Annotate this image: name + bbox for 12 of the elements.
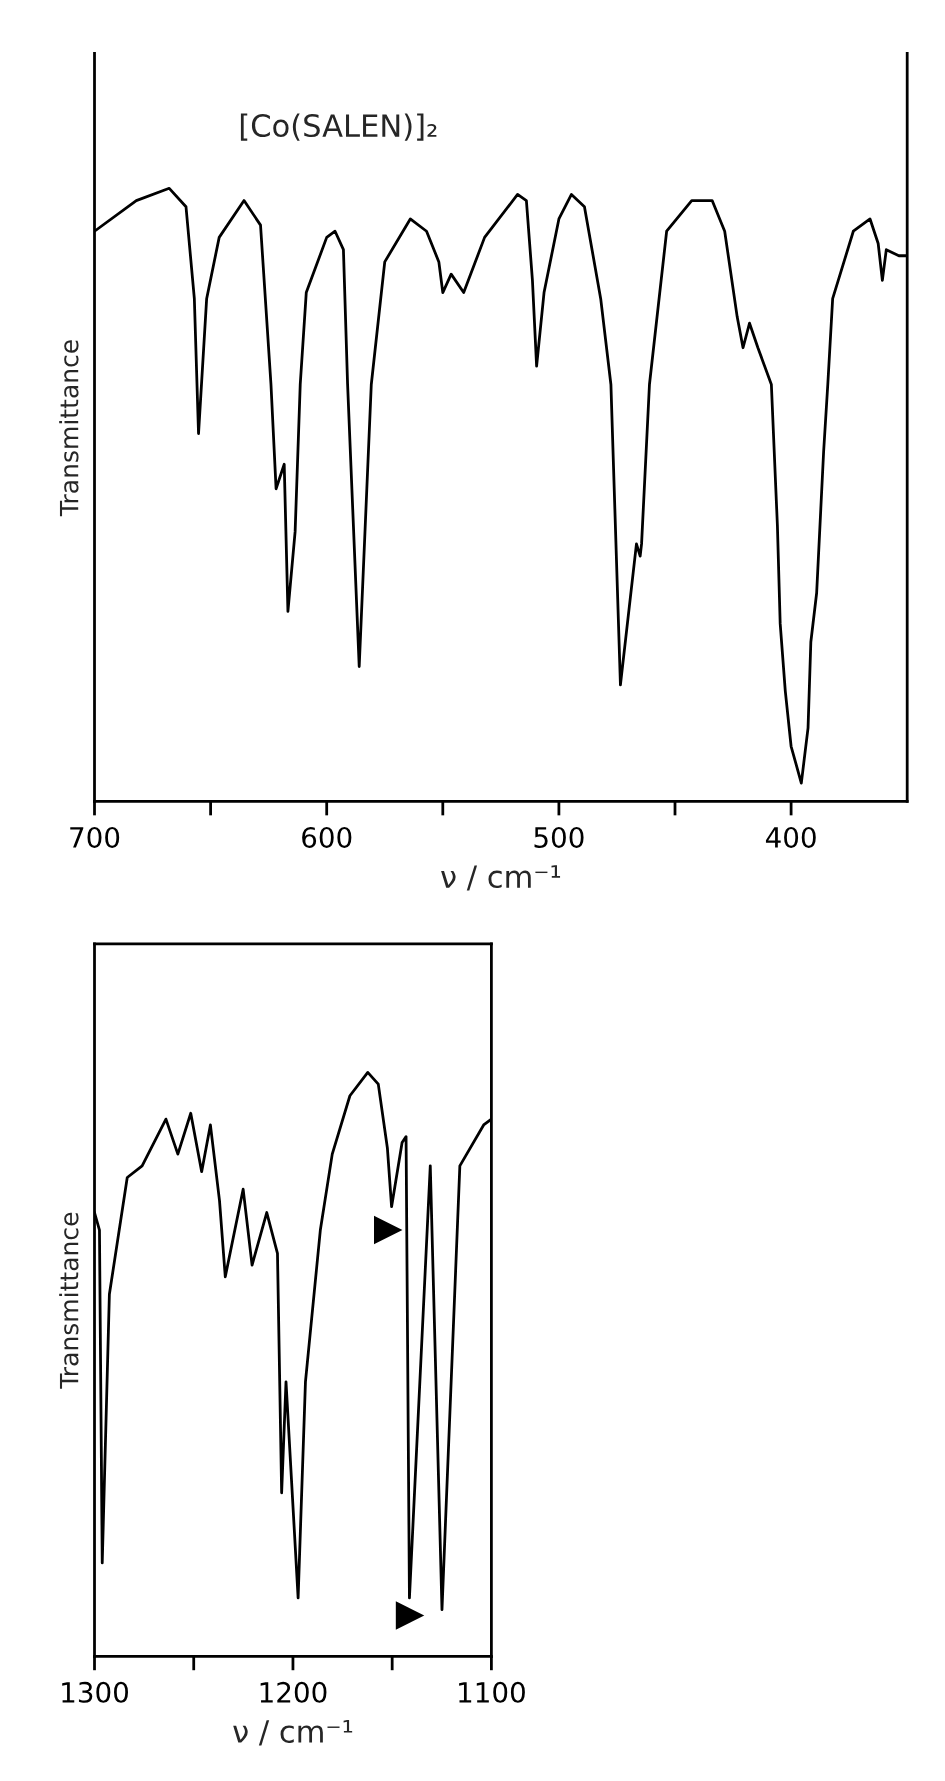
y-axis-title: Transmittance bbox=[59, 1212, 79, 1389]
x-tick-label: 1100 bbox=[459, 1681, 525, 1703]
x-tick-label: 700 bbox=[70, 826, 120, 848]
x-tick-label: 600 bbox=[302, 826, 352, 848]
x-tick-label: 1300 bbox=[62, 1681, 128, 1703]
x-axis-title: ν / cm⁻¹ bbox=[441, 865, 561, 891]
x-tick-label: 500 bbox=[534, 826, 584, 848]
text: [Co(SALEN)]₂ bbox=[240, 113, 437, 141]
x-axis-title: ν / cm⁻¹ bbox=[233, 1720, 353, 1746]
x-tick-label: 1200 bbox=[260, 1681, 327, 1703]
x-tick-label: 400 bbox=[765, 826, 816, 848]
y-axis-title: Transmittance bbox=[59, 340, 79, 517]
